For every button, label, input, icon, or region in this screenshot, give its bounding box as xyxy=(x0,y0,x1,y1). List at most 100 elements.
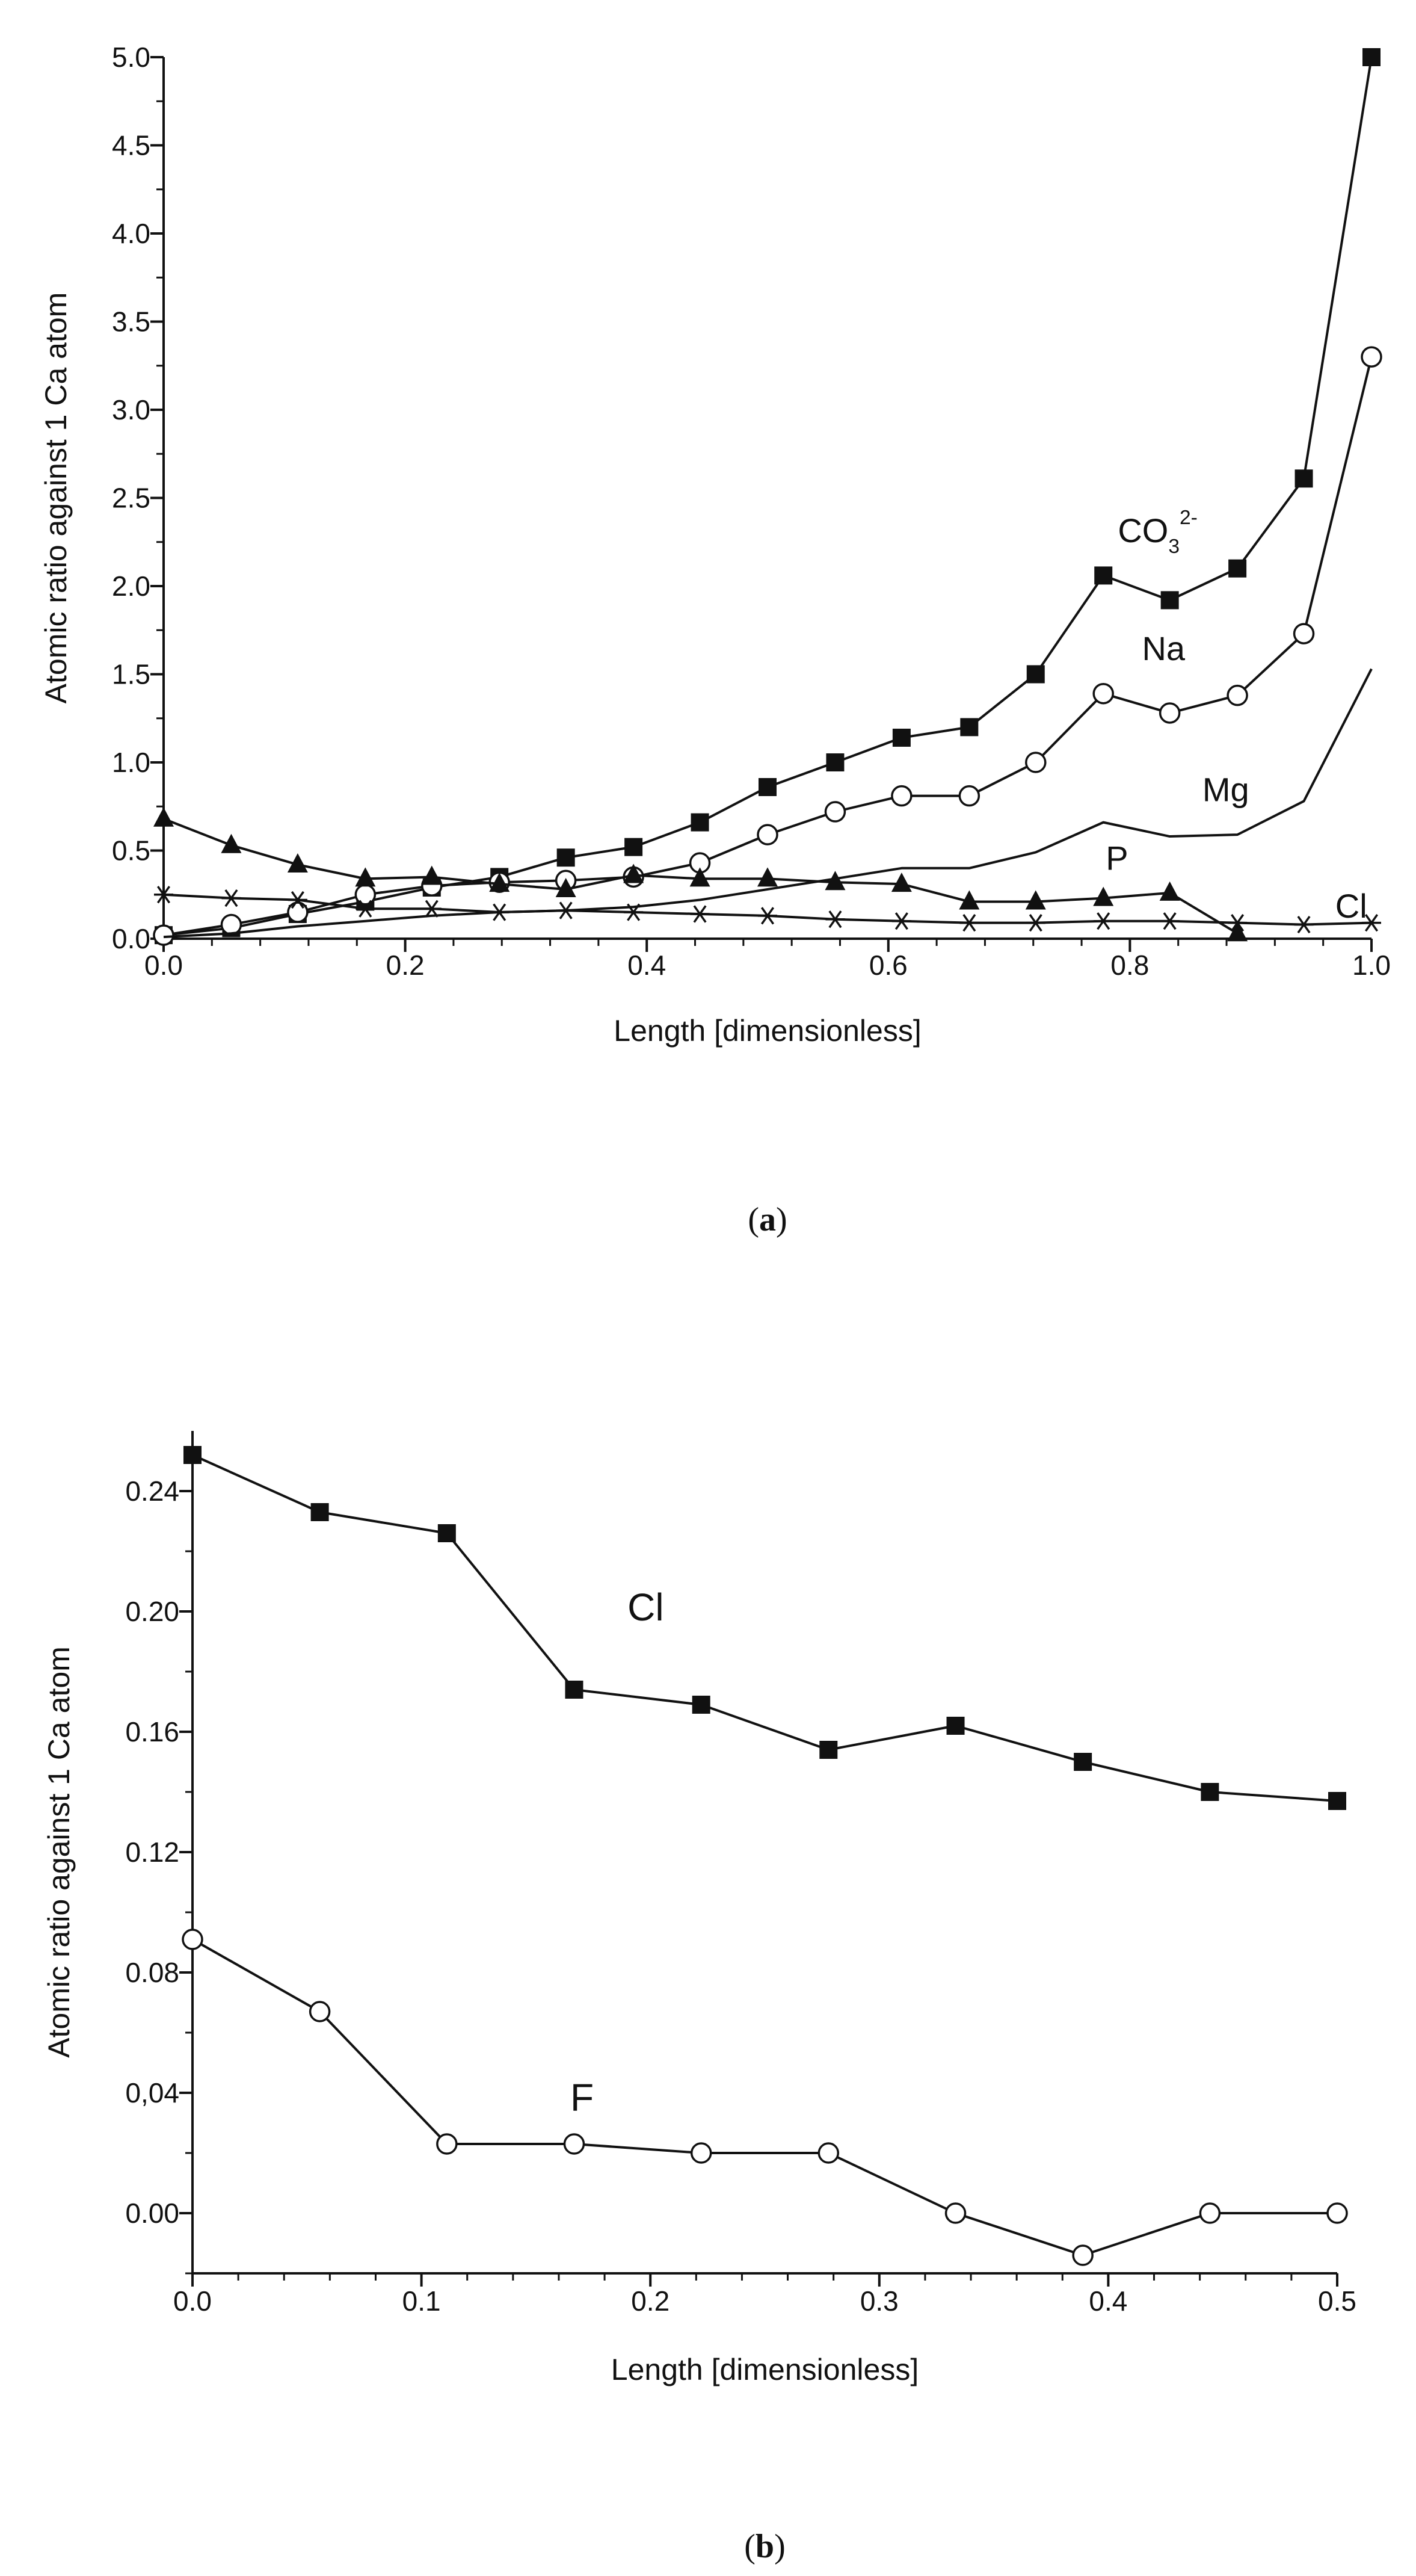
y-tick-label: 0.12 xyxy=(125,1836,179,1868)
series-line xyxy=(163,356,1373,937)
y-tick-label: 0.00 xyxy=(125,2198,179,2229)
x-tick-label: 0.0 xyxy=(144,950,183,981)
data-point xyxy=(692,1696,710,1714)
data-point xyxy=(310,1503,329,1521)
x-tick-label: 0.2 xyxy=(386,950,425,981)
data-point xyxy=(689,867,710,887)
series-line xyxy=(192,1938,1337,2256)
series-p: P xyxy=(153,807,1248,942)
y-tick-label: 4.0 xyxy=(112,218,150,249)
data-point xyxy=(309,2001,331,2022)
data-point xyxy=(1362,914,1381,932)
data-point xyxy=(946,1717,965,1735)
data-point xyxy=(623,863,644,883)
data-point xyxy=(1228,559,1247,578)
y-tick-label: 1.0 xyxy=(112,747,150,778)
x-tick-label: 0.6 xyxy=(869,950,908,981)
data-point xyxy=(759,778,777,797)
data-point xyxy=(556,901,576,919)
data-point xyxy=(1160,591,1179,610)
data-point xyxy=(825,910,845,928)
chart-0: 0.0 0.2 0.4 0.6 0.8 1.0 0.0 0.5 1.0 1.5 2.0 2.5 3.0 3… xyxy=(39,42,1391,1238)
data-point xyxy=(1025,890,1046,910)
data-point xyxy=(422,900,442,918)
y-tick-label: 5.0 xyxy=(112,42,150,73)
y-tick-label: 0,04 xyxy=(125,2077,179,2108)
data-point xyxy=(1160,912,1180,930)
data-point xyxy=(1072,2244,1094,2266)
data-point xyxy=(1159,702,1181,724)
data-point xyxy=(490,903,509,921)
data-point xyxy=(758,907,777,925)
series-line xyxy=(163,668,1373,939)
x-axis-title: Length [dimensionless] xyxy=(614,1014,921,1048)
data-point xyxy=(1093,886,1114,906)
figure-caption: (b) xyxy=(744,2528,785,2565)
series-line xyxy=(163,57,1373,937)
data-point xyxy=(1026,665,1045,684)
data-point xyxy=(825,871,846,891)
series-na: Na xyxy=(153,346,1382,946)
data-point xyxy=(826,753,845,771)
data-point xyxy=(565,1681,583,1699)
series-label: CO32- xyxy=(1118,507,1198,558)
data-point xyxy=(421,865,442,885)
data-point xyxy=(944,2202,967,2224)
data-point xyxy=(153,807,174,827)
data-point xyxy=(960,718,979,737)
data-point xyxy=(1361,346,1382,368)
data-point xyxy=(436,2133,458,2155)
y-tick-label: 2.5 xyxy=(112,483,150,514)
data-point xyxy=(690,905,710,923)
data-point xyxy=(1328,1792,1346,1810)
series-line xyxy=(192,1454,1338,1802)
data-point xyxy=(1362,48,1381,66)
x-tick-label: 0.1 xyxy=(402,2285,441,2317)
data-point xyxy=(220,913,242,936)
x-tick-label: 0.8 xyxy=(1110,950,1149,981)
data-point xyxy=(1074,1753,1092,1771)
y-tick-label: 2.0 xyxy=(112,570,150,602)
figure-caption: (a) xyxy=(748,1201,787,1238)
data-point xyxy=(556,848,575,867)
series-label: Cl xyxy=(1335,887,1367,925)
data-point xyxy=(1227,684,1248,706)
data-point xyxy=(354,884,377,906)
data-point xyxy=(1228,914,1248,932)
y-tick-label: 0.16 xyxy=(125,1716,179,1747)
data-point xyxy=(892,728,911,747)
data-point xyxy=(959,914,979,932)
x-tick-label: 0.0 xyxy=(173,2285,212,2317)
y-tick-label: 4.5 xyxy=(112,130,150,161)
y-tick-label: 1.5 xyxy=(112,659,150,690)
y-tick-label: 3.5 xyxy=(112,306,150,338)
x-tick-label: 0.2 xyxy=(631,2285,670,2317)
data-point xyxy=(154,886,173,904)
data-point xyxy=(624,838,643,856)
series-co3-2-: CO32- xyxy=(155,48,1381,945)
data-point xyxy=(153,924,174,946)
data-point xyxy=(1294,915,1314,934)
series-cl: Cl xyxy=(183,1446,1346,1810)
data-point xyxy=(1159,881,1180,901)
data-point xyxy=(221,833,242,853)
x-tick-label: 0.5 xyxy=(1318,2285,1356,2317)
data-point xyxy=(1094,912,1113,930)
data-point xyxy=(1092,682,1114,705)
y-tick-label: 0.0 xyxy=(112,923,150,954)
data-point xyxy=(355,867,376,887)
y-axis-title: Atomic ratio against 1 Ca atom xyxy=(42,1646,76,2058)
data-point xyxy=(819,1741,838,1759)
y-tick-label: 0.20 xyxy=(125,1596,179,1627)
data-point xyxy=(288,891,307,909)
data-point xyxy=(959,890,980,910)
y-tick-label: 3.0 xyxy=(112,394,150,425)
y-tick-label: 0.24 xyxy=(125,1475,179,1507)
data-point xyxy=(437,1524,456,1542)
data-point xyxy=(356,900,375,918)
data-point xyxy=(1227,922,1248,942)
y-axis-title: Atomic ratio against 1 Ca atom xyxy=(39,292,73,704)
series-label: Cl xyxy=(627,1586,663,1629)
series-f: F xyxy=(182,1929,1348,2266)
x-tick-label: 0.4 xyxy=(1089,2285,1127,2317)
